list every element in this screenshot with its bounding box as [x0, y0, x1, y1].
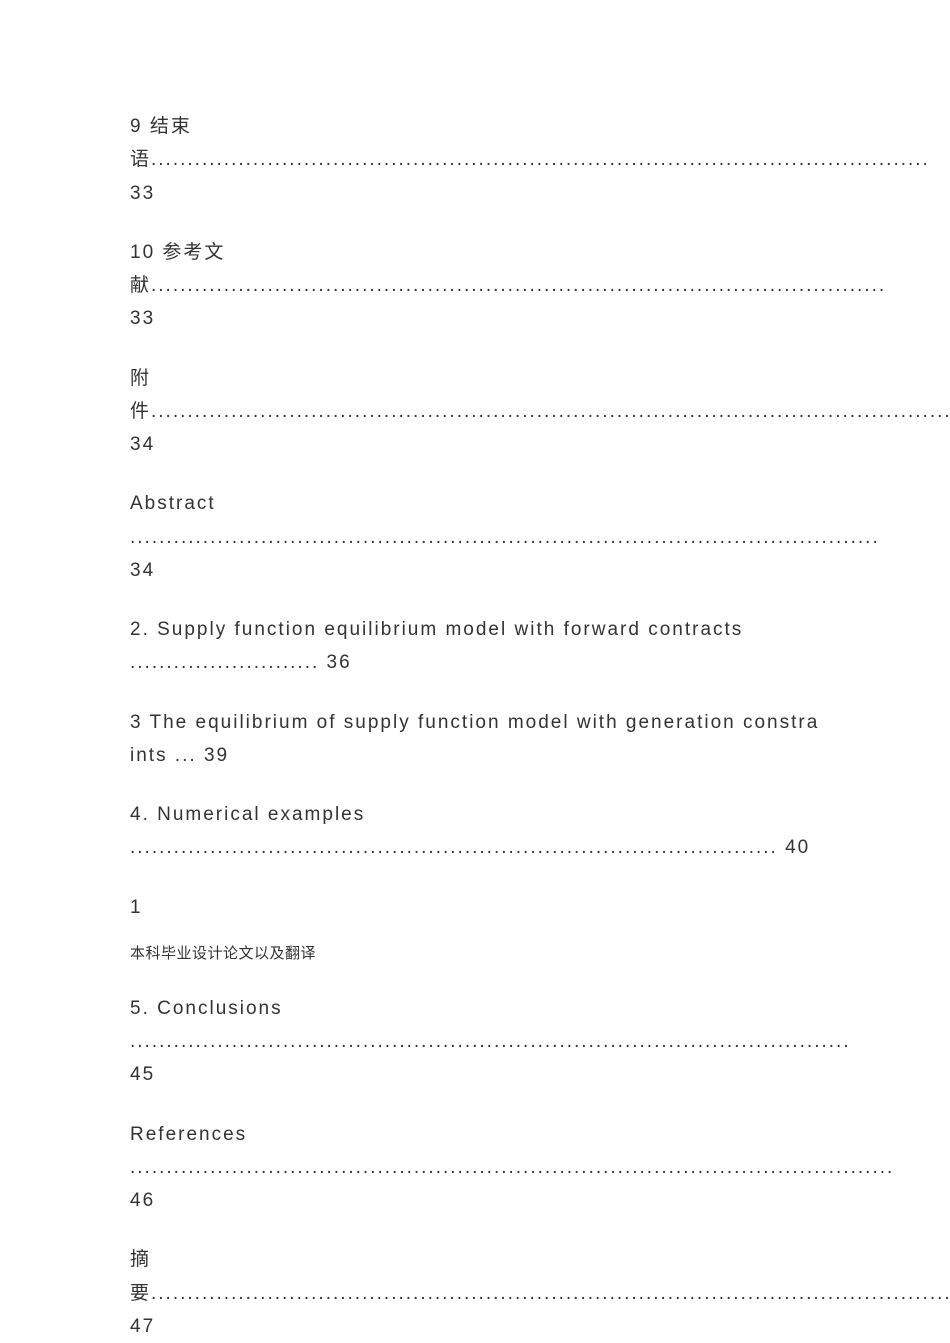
- toc-entry: 4. Numerical examples ..................…: [130, 798, 820, 865]
- toc-entry: 2. Supply function equilibrium model wit…: [130, 613, 820, 680]
- toc-entry: 附件......................................…: [130, 362, 820, 462]
- toc-entry: 3 The equilibrium of supply function mod…: [130, 706, 820, 773]
- document-subtitle: 本科毕业设计论文以及翻译: [130, 942, 820, 966]
- toc-entry: 摘要......................................…: [130, 1243, 820, 1343]
- toc-entry: 5. Conclusions .........................…: [130, 992, 820, 1092]
- toc-entry: 10 参考文献.................................…: [130, 236, 820, 336]
- toc-entry: 9 结束语...................................…: [130, 110, 820, 210]
- page-number-marker: 1: [130, 891, 820, 924]
- toc-entry: References .............................…: [130, 1118, 820, 1218]
- toc-entry: Abstract ...............................…: [130, 487, 820, 587]
